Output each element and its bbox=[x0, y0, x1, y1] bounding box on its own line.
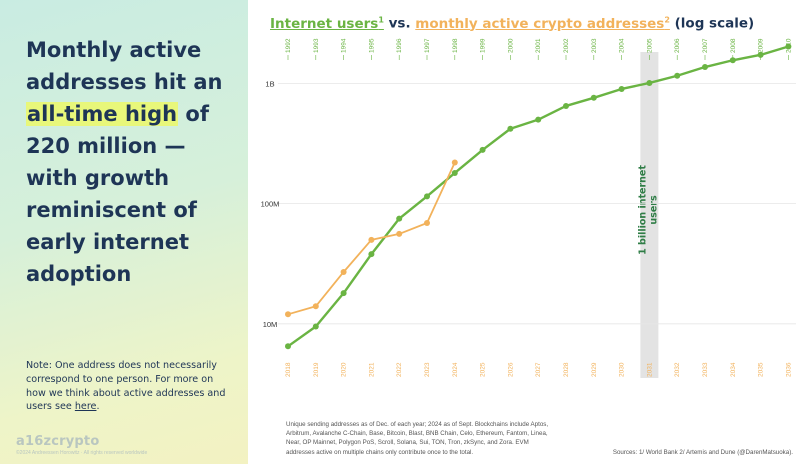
data-point bbox=[785, 43, 792, 50]
x-bottom-label: 2029 bbox=[591, 362, 598, 377]
note-text: Note: One address does not necessarily c… bbox=[26, 360, 226, 413]
x-top-label: 2008 bbox=[730, 38, 737, 53]
note-link[interactable]: here bbox=[74, 401, 97, 413]
data-point bbox=[702, 64, 708, 71]
x-top-label: 1999 bbox=[480, 38, 487, 53]
x-top-label: 2005 bbox=[646, 38, 653, 53]
x-bottom-label: 2032 bbox=[674, 362, 681, 377]
annotation-label: 1 billion internetusers bbox=[637, 165, 659, 255]
x-top-label: 1992 bbox=[285, 38, 292, 53]
x-top-label: 1994 bbox=[341, 38, 348, 53]
data-point bbox=[368, 236, 375, 243]
data-point bbox=[396, 230, 403, 237]
headline-end: of 220 million — with growth reminiscent… bbox=[26, 102, 209, 286]
x-top-label: 1998 bbox=[452, 38, 459, 53]
sources: Sources: 1/ World Bank 2/ Artemis and Du… bbox=[612, 449, 793, 456]
x-top-label: 2001 bbox=[535, 38, 542, 53]
x-top-label: 2003 bbox=[591, 38, 598, 53]
title-crypto: monthly active crypto addresses2 bbox=[415, 15, 670, 32]
left-panel: Monthly active addresses hit an all-time… bbox=[0, 0, 248, 464]
x-bottom-label: 2033 bbox=[702, 362, 709, 377]
chart-title: Internet users1 vs. monthly active crypt… bbox=[270, 15, 754, 32]
title-sup2: 2 bbox=[664, 15, 670, 24]
data-point bbox=[340, 268, 347, 275]
x-top-label: 1996 bbox=[396, 38, 403, 53]
x-top-label: 2009 bbox=[758, 38, 765, 53]
data-point bbox=[646, 79, 653, 86]
note: Note: One address does not necessarily c… bbox=[26, 359, 226, 414]
x-top-label: 2006 bbox=[674, 38, 681, 53]
x-bottom-label: 2030 bbox=[619, 362, 626, 377]
y-tick-label: 10M bbox=[263, 320, 278, 329]
data-point bbox=[312, 323, 319, 330]
x-bottom-label: 2019 bbox=[313, 362, 320, 377]
chart-plot: 1 billion internetusers 10M 100M 1B 1992 1993… bbox=[261, 38, 796, 378]
x-top-label: 1997 bbox=[424, 38, 431, 53]
data-point bbox=[674, 72, 681, 79]
x-bottom-label: 2018 bbox=[285, 362, 292, 377]
title-log-scale: (log scale) bbox=[669, 15, 755, 32]
annotation-line-2: users bbox=[648, 195, 659, 225]
y-tick-label: 100M bbox=[261, 200, 280, 209]
data-point bbox=[618, 85, 625, 92]
footnote: Unique sending addresses as of Dec. of e… bbox=[286, 421, 549, 456]
x-bottom-label: 2025 bbox=[480, 362, 487, 377]
x-bottom-label: 2021 bbox=[368, 362, 375, 377]
series-line bbox=[287, 45, 789, 348]
data-point bbox=[368, 251, 375, 258]
logo: a16zcrypto bbox=[16, 434, 100, 449]
x-top-label: 1993 bbox=[313, 38, 320, 53]
x-bottom-label: 2031 bbox=[646, 362, 653, 377]
headline: Monthly active addresses hit an all-time… bbox=[26, 34, 241, 290]
data-point bbox=[757, 51, 764, 58]
highlight-band bbox=[640, 52, 659, 378]
title-crypto-text: monthly active crypto addresses bbox=[415, 15, 665, 32]
x-bottom-label: 2035 bbox=[758, 362, 765, 377]
data-point bbox=[285, 343, 291, 350]
data-point bbox=[312, 303, 319, 310]
x-top-label: 2002 bbox=[563, 38, 570, 53]
copyright: ©2024 Andreessen Horowitz · All rights r… bbox=[16, 450, 148, 456]
annotation-line-1: 1 billion internet bbox=[637, 165, 648, 255]
data-point bbox=[507, 125, 514, 132]
data-point bbox=[451, 169, 458, 176]
data-point bbox=[479, 146, 486, 153]
data-point bbox=[590, 94, 597, 101]
data-point bbox=[340, 290, 347, 297]
x-bottom-label: 2036 bbox=[785, 362, 792, 377]
x-bottom-label: 2028 bbox=[563, 362, 570, 377]
x-top-label: 1995 bbox=[368, 38, 375, 53]
x-top-label: 2004 bbox=[619, 38, 626, 53]
data-point bbox=[424, 193, 430, 200]
y-tick-label: 1B bbox=[265, 79, 274, 88]
headline-highlight: all-time high bbox=[26, 102, 179, 126]
data-point bbox=[285, 311, 291, 318]
data-point bbox=[563, 102, 569, 109]
x-bottom-label: 2023 bbox=[424, 362, 431, 377]
headline-start: Monthly active addresses hit an bbox=[26, 38, 223, 94]
note-end: . bbox=[96, 401, 100, 413]
title-vs: vs. bbox=[383, 15, 416, 32]
data-point bbox=[729, 57, 736, 64]
x-bottom-label: 2022 bbox=[396, 362, 403, 377]
data-point bbox=[424, 220, 430, 227]
data-point bbox=[535, 116, 542, 123]
x-bottom-label: 2034 bbox=[730, 362, 737, 377]
title-internet-text: Internet users bbox=[270, 15, 379, 32]
x-bottom-label: 2026 bbox=[507, 362, 514, 377]
x-bottom-label: 2027 bbox=[535, 362, 542, 377]
data-point bbox=[396, 215, 403, 222]
x-bottom-label: 2024 bbox=[452, 362, 459, 377]
x-bottom-label: 2020 bbox=[341, 362, 348, 377]
data-point bbox=[451, 159, 458, 166]
x-top-label: 2000 bbox=[507, 38, 514, 53]
title-sup1: 1 bbox=[378, 15, 384, 24]
x-top-label: 2007 bbox=[702, 38, 709, 53]
title-internet: Internet users1 bbox=[270, 15, 384, 32]
